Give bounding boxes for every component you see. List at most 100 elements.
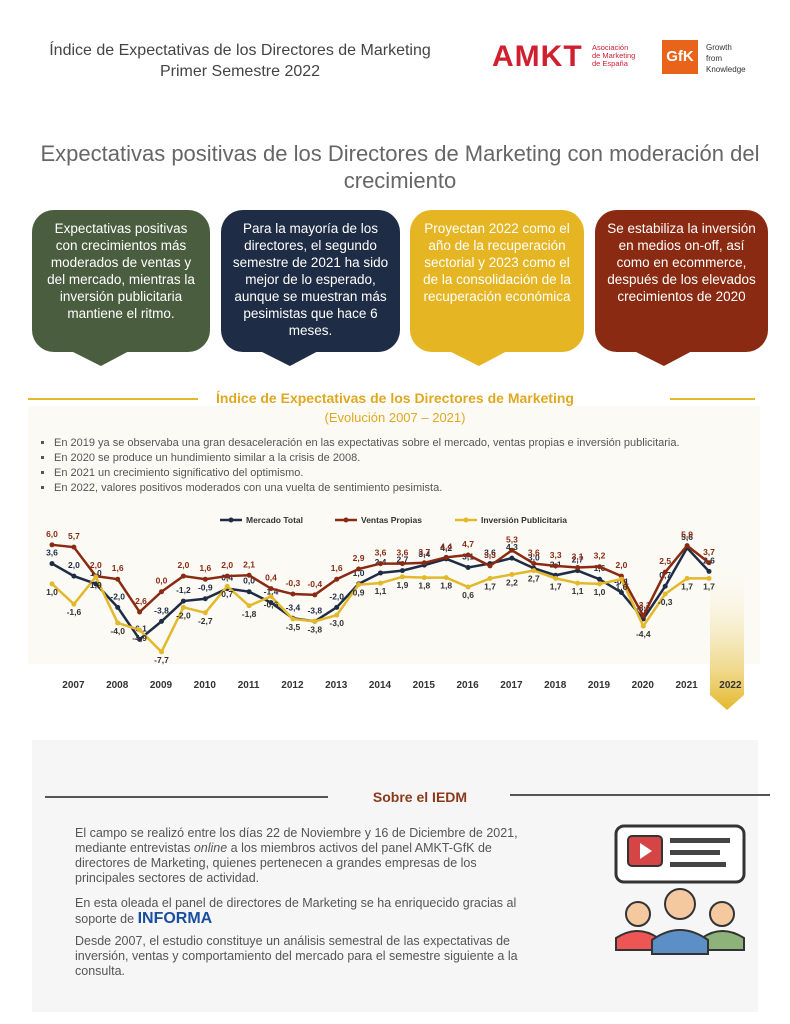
x-tick-label: 2018 xyxy=(544,680,567,691)
point xyxy=(93,574,99,580)
x-tick-label: 2011 xyxy=(238,680,260,691)
point xyxy=(553,575,559,581)
data-label: 3,6 xyxy=(46,548,58,558)
point xyxy=(93,581,99,587)
legend-label: Mercado Total xyxy=(246,515,303,525)
point xyxy=(71,573,77,579)
data-label: -0,9 xyxy=(198,583,213,593)
point xyxy=(509,555,515,561)
data-label: 1,6 xyxy=(331,563,343,573)
forecast-arrow xyxy=(710,560,744,710)
data-label: 1,0 xyxy=(90,568,102,578)
data-label: -2,6 xyxy=(132,596,147,606)
data-label: -4,0 xyxy=(110,626,125,636)
chart-panel xyxy=(28,406,760,664)
point xyxy=(684,543,690,549)
legend-marker xyxy=(463,517,469,523)
text: El campo se realizó entre los días 22 de… xyxy=(75,826,518,855)
data-label: 3,6 xyxy=(375,548,387,558)
point xyxy=(180,573,186,579)
header: Índice de Expectativas de los Directores… xyxy=(30,40,450,82)
point xyxy=(312,592,318,598)
gfk-text: Growth from Knowledge xyxy=(706,42,746,75)
data-label: -3,8 xyxy=(307,624,322,634)
data-label: 2,0 xyxy=(177,560,189,570)
point xyxy=(378,580,383,586)
data-label: 1,9 xyxy=(396,580,408,590)
chart: 2007 2008 2009 2010 2011 2012 2013 2014 2015 2016… xyxy=(46,515,744,710)
point xyxy=(115,620,121,626)
data-label: 6,0 xyxy=(46,529,58,539)
point xyxy=(268,586,274,592)
point xyxy=(618,589,624,595)
point xyxy=(159,618,164,624)
chart-subtitle: (Evolución 2007 – 2021) xyxy=(324,410,466,425)
point xyxy=(312,618,318,624)
data-label: -0,6 xyxy=(264,599,279,609)
data-label: 1,7 xyxy=(550,581,562,591)
point xyxy=(662,569,668,575)
data-label: -3,8 xyxy=(307,605,322,615)
bubble: Para la mayoría de los directores, el se… xyxy=(221,210,400,352)
data-label: 3,7 xyxy=(703,547,715,557)
data-label: 1,8 xyxy=(440,581,452,591)
data-label: 1,7 xyxy=(703,581,715,591)
amkt-line: de España xyxy=(592,59,628,68)
x-tick-label: 2013 xyxy=(325,680,348,691)
informa-logo: INFORMA xyxy=(137,910,213,927)
point xyxy=(290,616,296,622)
x-tick-label: 2007 xyxy=(62,680,85,691)
data-label: -0,3 xyxy=(658,597,673,607)
point xyxy=(684,575,690,581)
data-label: 3,0 xyxy=(528,552,540,562)
point xyxy=(334,612,340,618)
data-label: 0,0 xyxy=(156,576,168,586)
point xyxy=(137,609,143,615)
point xyxy=(71,601,77,607)
data-label: 0,7 xyxy=(659,570,671,580)
data-label: -2,0 xyxy=(176,610,191,620)
point xyxy=(246,603,252,609)
data-label: 2,0 xyxy=(221,560,233,570)
data-label: 5,3 xyxy=(506,534,518,544)
point xyxy=(224,573,230,579)
data-label: -3,5 xyxy=(636,603,651,613)
point xyxy=(290,591,296,597)
point xyxy=(115,576,121,582)
data-label: 1,0 xyxy=(46,587,58,597)
point xyxy=(356,582,362,588)
x-tick-label: 2020 xyxy=(632,680,655,691)
x-tick-label: 2008 xyxy=(106,680,129,691)
x-tick-label: 2022 xyxy=(719,680,742,691)
point xyxy=(597,564,602,570)
headline: Expectativas positivas de los Directores… xyxy=(40,141,760,193)
gfk-line: Growth xyxy=(706,43,732,52)
x-tick-label: 2015 xyxy=(413,680,436,691)
about-p1: El campo se realizó entre los días 22 de… xyxy=(75,826,525,886)
data-label: 1,7 xyxy=(681,581,693,591)
data-label: 3,6 xyxy=(396,548,408,558)
bullet: En 2022, valores positivos moderados con… xyxy=(54,481,784,496)
data-label: -1,2 xyxy=(176,585,191,595)
about-title: Sobre el IEDM xyxy=(372,789,468,805)
point xyxy=(662,583,668,589)
amkt-text: Asociación de Marketing de España xyxy=(592,44,635,68)
point xyxy=(49,561,55,567)
data-label: 3,6 xyxy=(484,548,496,558)
data-label: 1,9 xyxy=(90,580,102,590)
point xyxy=(531,568,537,574)
point xyxy=(399,568,405,574)
data-label: -0,4 xyxy=(307,579,322,589)
data-label: 2,9 xyxy=(353,553,365,563)
text: online xyxy=(193,841,228,855)
bullets: En 2019 ya se observaba una gran desacel… xyxy=(40,436,784,496)
data-label: -3,1 xyxy=(636,600,651,610)
data-label: -1,6 xyxy=(67,607,82,617)
legend-label: Ventas Propias xyxy=(361,515,422,525)
point xyxy=(180,604,186,610)
data-label: 0,9 xyxy=(353,588,365,598)
gfk-line: from xyxy=(706,54,722,63)
point xyxy=(706,560,712,566)
point xyxy=(487,563,493,569)
data-label: 5,9 xyxy=(681,530,693,540)
